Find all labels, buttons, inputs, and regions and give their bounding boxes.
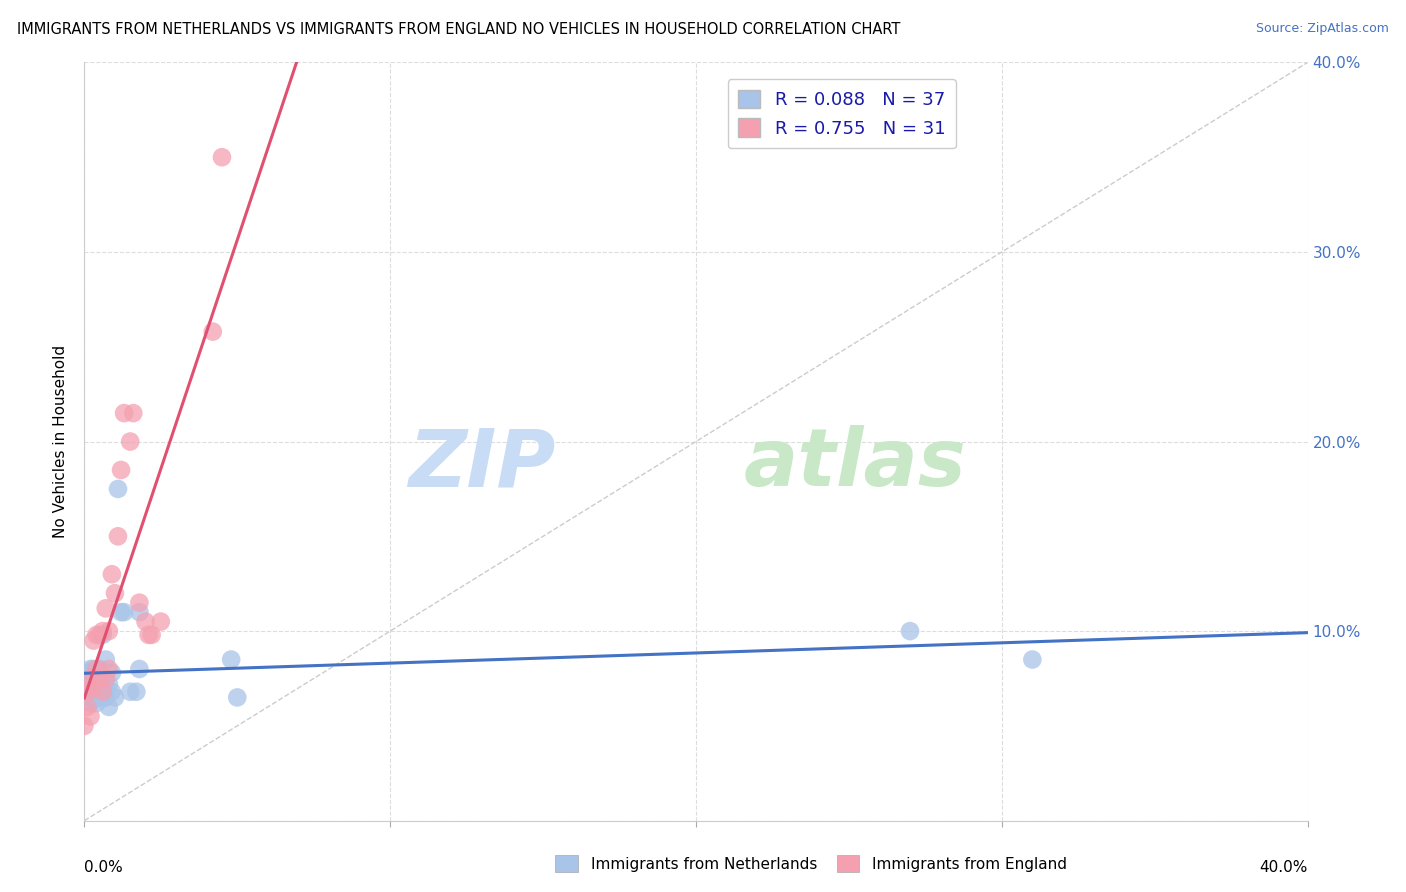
Point [73, 719, 96, 733]
Point [79, 672, 101, 686]
Point [135, 615, 157, 629]
Point [128, 605, 150, 619]
Point [79, 696, 101, 710]
Point [149, 615, 172, 629]
Point [76, 685, 98, 699]
Point [89, 628, 111, 642]
Point [94, 601, 117, 615]
Point [110, 463, 132, 477]
Point [97, 624, 120, 639]
Point [1021, 652, 1043, 666]
Point [128, 596, 150, 610]
Text: atlas: atlas [744, 425, 966, 503]
Text: ZIP: ZIP [408, 425, 555, 503]
Point [79, 681, 101, 695]
Point [79, 709, 101, 723]
Point [211, 150, 233, 164]
Point [141, 628, 163, 642]
Point [89, 662, 111, 676]
Point [76, 677, 98, 691]
Point [122, 406, 145, 420]
Text: Source: ZipAtlas.com: Source: ZipAtlas.com [1256, 22, 1389, 36]
Point [94, 681, 117, 695]
Point [226, 690, 249, 705]
Point [91, 624, 114, 639]
Point [86, 665, 108, 680]
Point [91, 685, 114, 699]
Y-axis label: No Vehicles in Household: No Vehicles in Household [53, 345, 69, 538]
Point [89, 685, 111, 699]
Point [91, 628, 114, 642]
Point [101, 665, 124, 680]
Point [83, 685, 105, 699]
Point [219, 652, 242, 666]
Text: Immigrants from Netherlands: Immigrants from Netherlands [591, 857, 817, 872]
Point [112, 406, 135, 420]
Point [107, 482, 129, 496]
Point [89, 672, 111, 686]
Point [138, 628, 160, 642]
Point [97, 699, 120, 714]
Point [104, 586, 127, 600]
Point [128, 662, 150, 676]
Point [898, 624, 921, 639]
Point [104, 690, 127, 705]
Point [91, 690, 114, 705]
Point [83, 662, 105, 676]
Point [112, 605, 135, 619]
Text: IMMIGRANTS FROM NETHERLANDS VS IMMIGRANTS FROM ENGLAND NO VEHICLES IN HOUSEHOLD : IMMIGRANTS FROM NETHERLANDS VS IMMIGRANT… [17, 22, 900, 37]
Point [94, 652, 117, 666]
Point [86, 628, 108, 642]
Point [79, 662, 101, 676]
Point [120, 685, 142, 699]
Point [86, 690, 108, 705]
Point [110, 605, 132, 619]
Point [120, 434, 142, 449]
Point [83, 633, 105, 648]
Point [76, 699, 98, 714]
Point [83, 672, 105, 686]
Point [97, 677, 120, 691]
Point [101, 567, 124, 582]
Point [76, 665, 98, 680]
Point [107, 529, 129, 543]
Point [94, 690, 117, 705]
Text: 40.0%: 40.0% [1260, 860, 1308, 874]
Point [101, 685, 124, 699]
Point [201, 325, 224, 339]
Point [83, 681, 105, 695]
Text: 0.0%: 0.0% [84, 860, 124, 874]
Point [97, 662, 120, 676]
Legend: R = 0.088   N = 37, R = 0.755   N = 31: R = 0.088 N = 37, R = 0.755 N = 31 [728, 79, 956, 148]
Point [86, 662, 108, 676]
Point [125, 685, 148, 699]
Point [73, 690, 96, 705]
Point [89, 677, 111, 691]
Text: Immigrants from England: Immigrants from England [872, 857, 1067, 872]
Point [94, 672, 117, 686]
Point [86, 696, 108, 710]
Point [76, 685, 98, 699]
